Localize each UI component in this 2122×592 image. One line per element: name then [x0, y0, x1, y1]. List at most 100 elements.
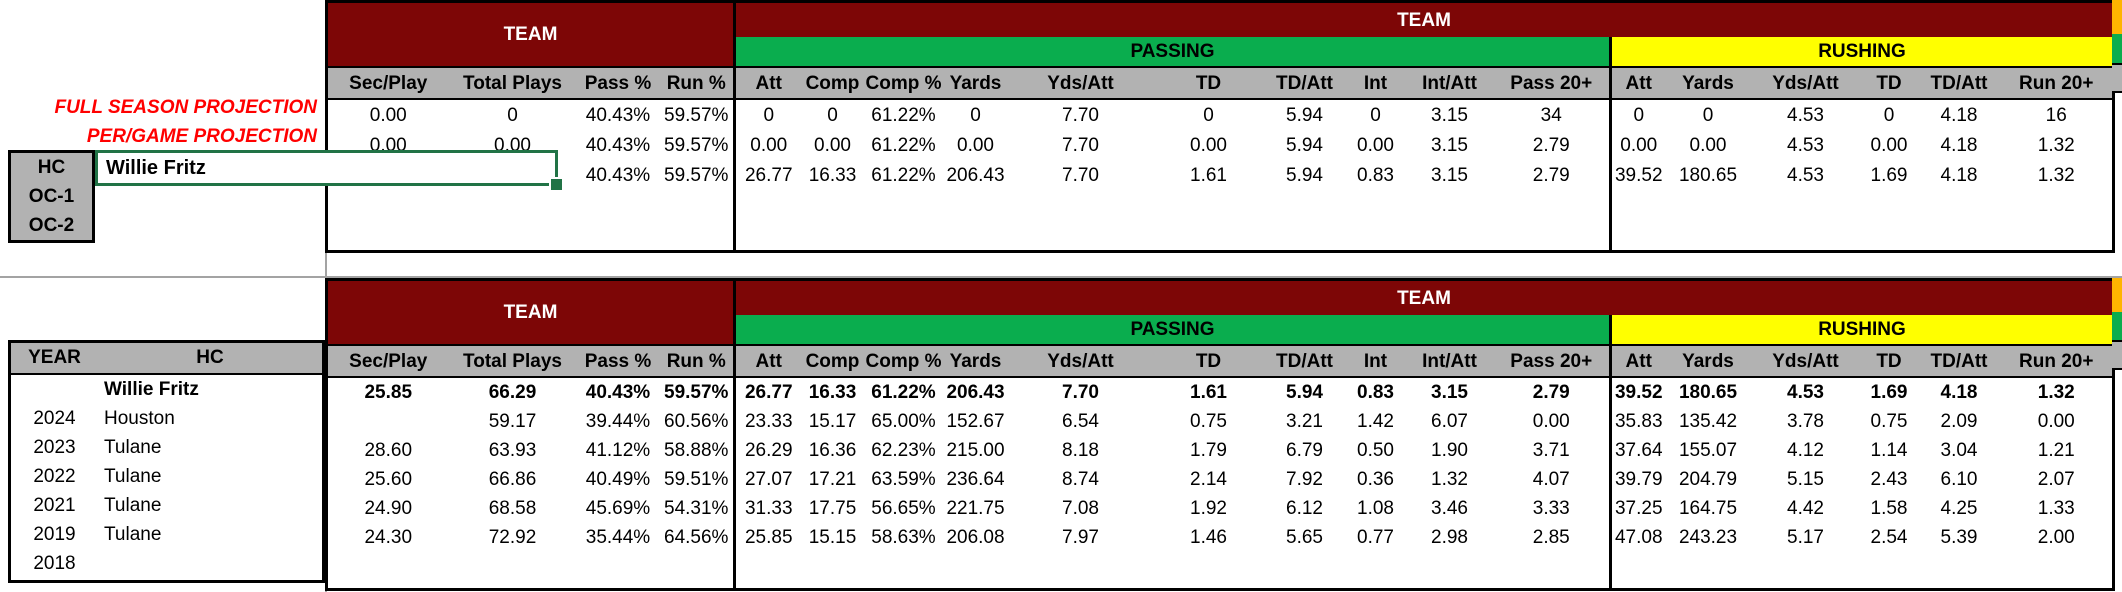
stat-cell[interactable]: 59.57%: [659, 130, 736, 160]
stat-cell[interactable]: 206.43: [946, 382, 1005, 403]
stat-cell[interactable]: [802, 552, 864, 581]
hc-name-cell[interactable]: [98, 549, 322, 578]
stat-cell[interactable]: [449, 220, 577, 252]
column-header[interactable]: Yds/Att: [1007, 344, 1154, 378]
stat-cell[interactable]: 5.15: [1787, 469, 1824, 490]
stat-cell[interactable]: 2.14: [1190, 469, 1227, 490]
stat-cell[interactable]: 66.29: [488, 382, 537, 403]
stat-cell[interactable]: [1264, 190, 1346, 220]
stat-cell[interactable]: [327, 190, 449, 220]
stat-cell[interactable]: 4.18: [1940, 382, 1978, 403]
stat-cell[interactable]: 8.74: [1062, 469, 1099, 490]
stat-cell[interactable]: 1.90: [1431, 440, 1468, 461]
column-header[interactable]: Att: [1610, 344, 1666, 378]
stat-cell[interactable]: 0.00: [1689, 134, 1727, 156]
year-cell[interactable]: 2023: [33, 436, 76, 458]
hc-name-cell[interactable]: Willie Fritz: [104, 378, 199, 400]
stat-cell[interactable]: 66.86: [488, 469, 537, 490]
column-header[interactable]: Int/Att: [1405, 344, 1494, 378]
stat-cell[interactable]: 4.12: [1787, 440, 1824, 461]
stat-cell[interactable]: 4.07: [1493, 465, 1612, 494]
column-header[interactable]: TD: [1153, 344, 1264, 378]
stat-cell[interactable]: 0.00: [814, 134, 851, 156]
stat-cell[interactable]: 4.18: [1940, 134, 1978, 156]
per-game-projection-label[interactable]: PER/GAME PROJECTION: [86, 125, 317, 147]
stat-cell[interactable]: 27.07: [744, 469, 793, 490]
year-cell[interactable]: [11, 374, 98, 404]
stat-cell[interactable]: 25.85: [744, 527, 793, 548]
stat-cell[interactable]: [327, 552, 449, 581]
stat-cell[interactable]: [1406, 220, 1494, 252]
stat-cell[interactable]: 0.83: [1357, 164, 1394, 186]
passing-band[interactable]: PASSING: [734, 315, 1612, 345]
stat-cell[interactable]: [1008, 220, 1154, 252]
stat-cell[interactable]: 40.43%: [585, 164, 651, 186]
stat-cell[interactable]: 1.42: [1357, 411, 1394, 432]
stat-cell[interactable]: [1493, 552, 1612, 581]
column-header[interactable]: Int: [1345, 344, 1406, 378]
column-header[interactable]: Sec/Play: [326, 344, 449, 378]
stat-cell[interactable]: 2.79: [1493, 377, 1612, 407]
stat-cell[interactable]: [1154, 552, 1264, 581]
stat-cell[interactable]: 35.44%: [585, 527, 651, 548]
stat-cell[interactable]: 3.21: [1286, 411, 1323, 432]
stat-cell[interactable]: [735, 220, 802, 252]
stat-cell[interactable]: 47.08: [1614, 527, 1663, 548]
stat-cell[interactable]: 17.21: [808, 469, 857, 490]
stat-cell[interactable]: 1.69: [1870, 164, 1908, 186]
stat-cell[interactable]: [1666, 552, 1751, 581]
stat-cell[interactable]: [1666, 220, 1751, 252]
stat-cell[interactable]: 1.46: [1190, 527, 1227, 548]
stat-cell[interactable]: 0: [1370, 104, 1381, 126]
stat-cell[interactable]: 0.00: [750, 134, 788, 156]
stat-cell[interactable]: [1008, 190, 1154, 220]
stat-cell[interactable]: [1918, 190, 2001, 220]
stat-cell[interactable]: [1861, 190, 1918, 220]
year-cell[interactable]: 2024: [33, 407, 76, 429]
hc-column-header[interactable]: HC: [98, 343, 322, 375]
year-cell[interactable]: 2019: [33, 523, 76, 545]
column-header[interactable]: Run %: [659, 344, 736, 378]
stat-cell[interactable]: 63.59%: [871, 469, 936, 490]
stat-cell[interactable]: 1.32: [2037, 134, 2075, 156]
stat-cell[interactable]: 204.79: [1678, 469, 1738, 490]
stat-cell[interactable]: 2.07: [2037, 469, 2075, 490]
stat-cell[interactable]: 0.00: [369, 134, 407, 156]
stat-cell[interactable]: 3.15: [1431, 134, 1468, 156]
stat-cell[interactable]: [735, 552, 802, 581]
stat-cell[interactable]: [1264, 552, 1346, 581]
stat-cell[interactable]: 3.78: [1787, 411, 1824, 432]
stat-cell[interactable]: 26.77: [744, 164, 793, 186]
stat-cell[interactable]: [449, 190, 577, 220]
stat-cell[interactable]: 6.79: [1286, 440, 1323, 461]
stat-cell[interactable]: 5.65: [1286, 527, 1323, 548]
stat-cell[interactable]: [2001, 220, 2114, 252]
stat-cell[interactable]: 1.32: [2037, 382, 2075, 403]
column-header[interactable]: Att: [734, 344, 802, 378]
stat-cell[interactable]: [2001, 190, 2114, 220]
stat-cell[interactable]: 5.94: [1286, 104, 1323, 126]
stat-cell[interactable]: [327, 220, 449, 252]
stat-cell[interactable]: 58.88%: [659, 436, 736, 465]
stat-cell[interactable]: 68.58: [488, 498, 537, 519]
stat-cell[interactable]: 0.75: [1870, 411, 1908, 432]
stat-cell[interactable]: 3.46: [1431, 498, 1468, 519]
stat-cell[interactable]: 34: [1493, 99, 1612, 130]
role-oc1-cell[interactable]: OC-1: [28, 185, 75, 207]
stat-cell[interactable]: 0.00: [1493, 407, 1612, 436]
stat-cell[interactable]: [1751, 552, 1861, 581]
stat-cell[interactable]: 6.54: [1062, 411, 1099, 432]
stat-cell[interactable]: 1.61: [1190, 382, 1227, 403]
stat-cell[interactable]: 60.56%: [659, 407, 736, 436]
stat-cell[interactable]: 41.12%: [585, 440, 651, 461]
stat-cell[interactable]: [1611, 220, 1666, 252]
stat-cell[interactable]: 4.18: [1940, 164, 1978, 186]
stat-cell[interactable]: [1154, 220, 1264, 252]
stat-cell[interactable]: 206.08: [946, 527, 1005, 548]
stat-cell[interactable]: [659, 220, 736, 252]
stat-cell[interactable]: 54.31%: [659, 494, 736, 523]
stat-cell[interactable]: 0.00: [1190, 134, 1227, 156]
stat-cell[interactable]: 4.42: [1787, 498, 1824, 519]
stat-cell[interactable]: 7.70: [1062, 164, 1099, 186]
role-hc-cell[interactable]: HC: [37, 156, 66, 178]
